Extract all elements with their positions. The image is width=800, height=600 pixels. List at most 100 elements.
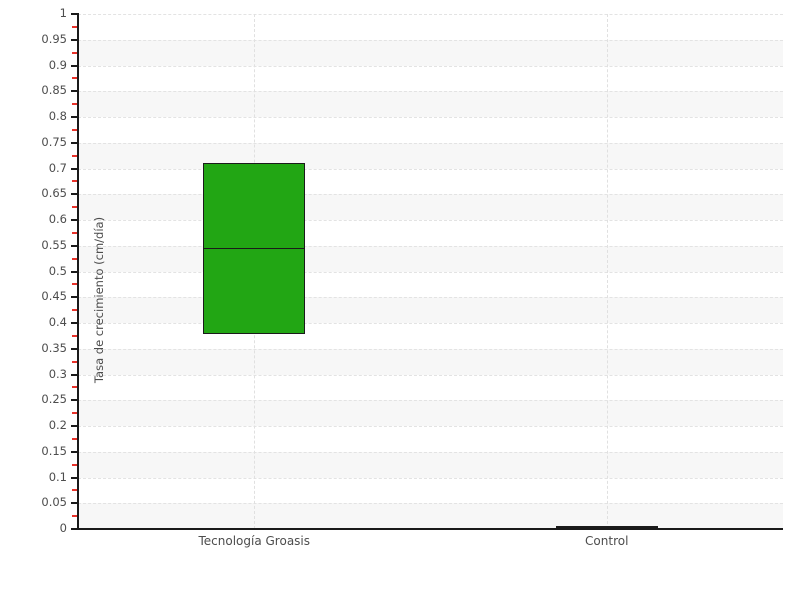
y-tick-minor bbox=[72, 103, 77, 106]
y-tick-label: 0.5 bbox=[48, 263, 67, 278]
y-tick-label: 0.05 bbox=[41, 495, 67, 510]
plot-band bbox=[78, 142, 783, 169]
y-tick-major bbox=[71, 296, 77, 299]
y-tick-label: 1 bbox=[59, 6, 67, 20]
y-tick-major bbox=[71, 193, 77, 196]
plot-band bbox=[78, 451, 783, 478]
y-tick-label: 0.6 bbox=[48, 212, 67, 226]
x-tick-label: Tecnología Groasis bbox=[198, 534, 311, 548]
y-tick-label: 0.25 bbox=[41, 392, 67, 407]
plot-band bbox=[78, 245, 783, 272]
y-tick-label: 0.85 bbox=[41, 83, 67, 98]
y-tick-minor bbox=[72, 360, 77, 363]
y-tick-major bbox=[71, 450, 77, 453]
gridline-horizontal bbox=[78, 323, 783, 324]
y-tick-label: 0.55 bbox=[41, 237, 67, 252]
plot-area bbox=[78, 14, 783, 529]
gridline-horizontal bbox=[78, 39, 783, 41]
gridline-horizontal bbox=[78, 142, 783, 144]
gridline-horizontal bbox=[78, 65, 783, 67]
gridline-horizontal bbox=[78, 400, 783, 402]
y-tick-label: 0.65 bbox=[41, 186, 67, 201]
y-tick-major bbox=[71, 141, 77, 144]
y-tick-minor bbox=[72, 386, 77, 389]
y-axis-line bbox=[77, 13, 79, 530]
y-tick-minor bbox=[72, 180, 77, 183]
y-tick-major bbox=[71, 347, 77, 350]
y-tick-minor bbox=[72, 437, 77, 440]
plot-band bbox=[78, 194, 783, 220]
y-tick-label: 0.45 bbox=[41, 289, 67, 304]
gridline-horizontal bbox=[78, 245, 783, 247]
y-tick-minor bbox=[72, 128, 77, 131]
gridline-horizontal bbox=[78, 374, 783, 376]
y-tick-major bbox=[71, 116, 77, 118]
gridline-horizontal bbox=[78, 14, 783, 15]
y-tick-label: 0.8 bbox=[48, 109, 67, 123]
y-tick-minor bbox=[72, 412, 77, 415]
y-tick-major bbox=[71, 476, 77, 479]
gridline-horizontal bbox=[78, 91, 783, 93]
plot-band bbox=[78, 348, 783, 375]
gridline-horizontal bbox=[78, 348, 783, 350]
y-tick-minor bbox=[72, 154, 77, 157]
y-tick-major bbox=[71, 322, 77, 324]
y-tick-major bbox=[71, 425, 77, 427]
y-tick-label: 0.3 bbox=[48, 366, 67, 381]
gridline-horizontal bbox=[78, 297, 783, 299]
y-tick-major bbox=[71, 13, 77, 15]
y-tick-minor bbox=[72, 515, 77, 518]
y-tick-major bbox=[71, 528, 77, 530]
y-tick-major bbox=[71, 373, 77, 376]
gridline-horizontal bbox=[78, 220, 783, 221]
y-tick-major bbox=[71, 38, 77, 41]
plot-band bbox=[78, 39, 783, 66]
y-tick-label: 0.9 bbox=[48, 57, 67, 72]
gridline-horizontal bbox=[78, 477, 783, 479]
y-tick-label: 0.1 bbox=[48, 469, 67, 484]
y-tick-major bbox=[71, 64, 77, 67]
gridline-horizontal bbox=[78, 194, 783, 196]
gridline-vertical bbox=[606, 14, 608, 529]
y-tick-minor bbox=[72, 206, 77, 209]
y-tick-major bbox=[71, 502, 77, 505]
y-tick-major bbox=[71, 244, 77, 247]
y-tick-label: 0.35 bbox=[41, 340, 67, 355]
plot-band bbox=[78, 91, 783, 117]
gridline-horizontal bbox=[78, 271, 783, 273]
gridline-horizontal bbox=[78, 503, 783, 505]
plot-band bbox=[78, 297, 783, 323]
y-tick-major bbox=[71, 167, 77, 170]
y-tick-minor bbox=[72, 231, 77, 234]
y-tick-minor bbox=[72, 257, 77, 260]
y-tick-label: 0 bbox=[59, 521, 67, 535]
plot-band bbox=[78, 400, 783, 426]
plot-band bbox=[78, 503, 783, 529]
y-tick-minor bbox=[72, 25, 77, 28]
box-plot-median-line bbox=[203, 248, 306, 250]
x-axis-line bbox=[77, 528, 783, 530]
y-tick-minor bbox=[72, 283, 77, 286]
y-tick-label: 0.95 bbox=[41, 31, 67, 46]
y-axis-title: Tasa de crecimiento (cm/día) bbox=[92, 216, 107, 384]
gridline-horizontal bbox=[78, 168, 783, 170]
x-tick-label: Control bbox=[585, 534, 629, 548]
y-tick-major bbox=[71, 90, 77, 93]
y-tick-major bbox=[71, 219, 77, 221]
y-tick-minor bbox=[72, 489, 77, 492]
gridline-horizontal bbox=[78, 117, 783, 118]
y-tick-major bbox=[71, 399, 77, 402]
y-tick-label: 0.75 bbox=[41, 134, 67, 149]
y-tick-minor bbox=[72, 309, 77, 312]
gridline-horizontal bbox=[78, 451, 783, 453]
y-tick-label: 0.15 bbox=[41, 443, 67, 458]
y-tick-minor bbox=[72, 77, 77, 80]
y-tick-minor bbox=[72, 51, 77, 54]
y-tick-major bbox=[71, 270, 77, 273]
gridline-horizontal bbox=[78, 426, 783, 427]
y-tick-label: 0.4 bbox=[48, 315, 67, 329]
y-tick-minor bbox=[72, 334, 77, 337]
box-plot-box bbox=[555, 526, 658, 529]
y-tick-label: 0.2 bbox=[48, 418, 67, 432]
